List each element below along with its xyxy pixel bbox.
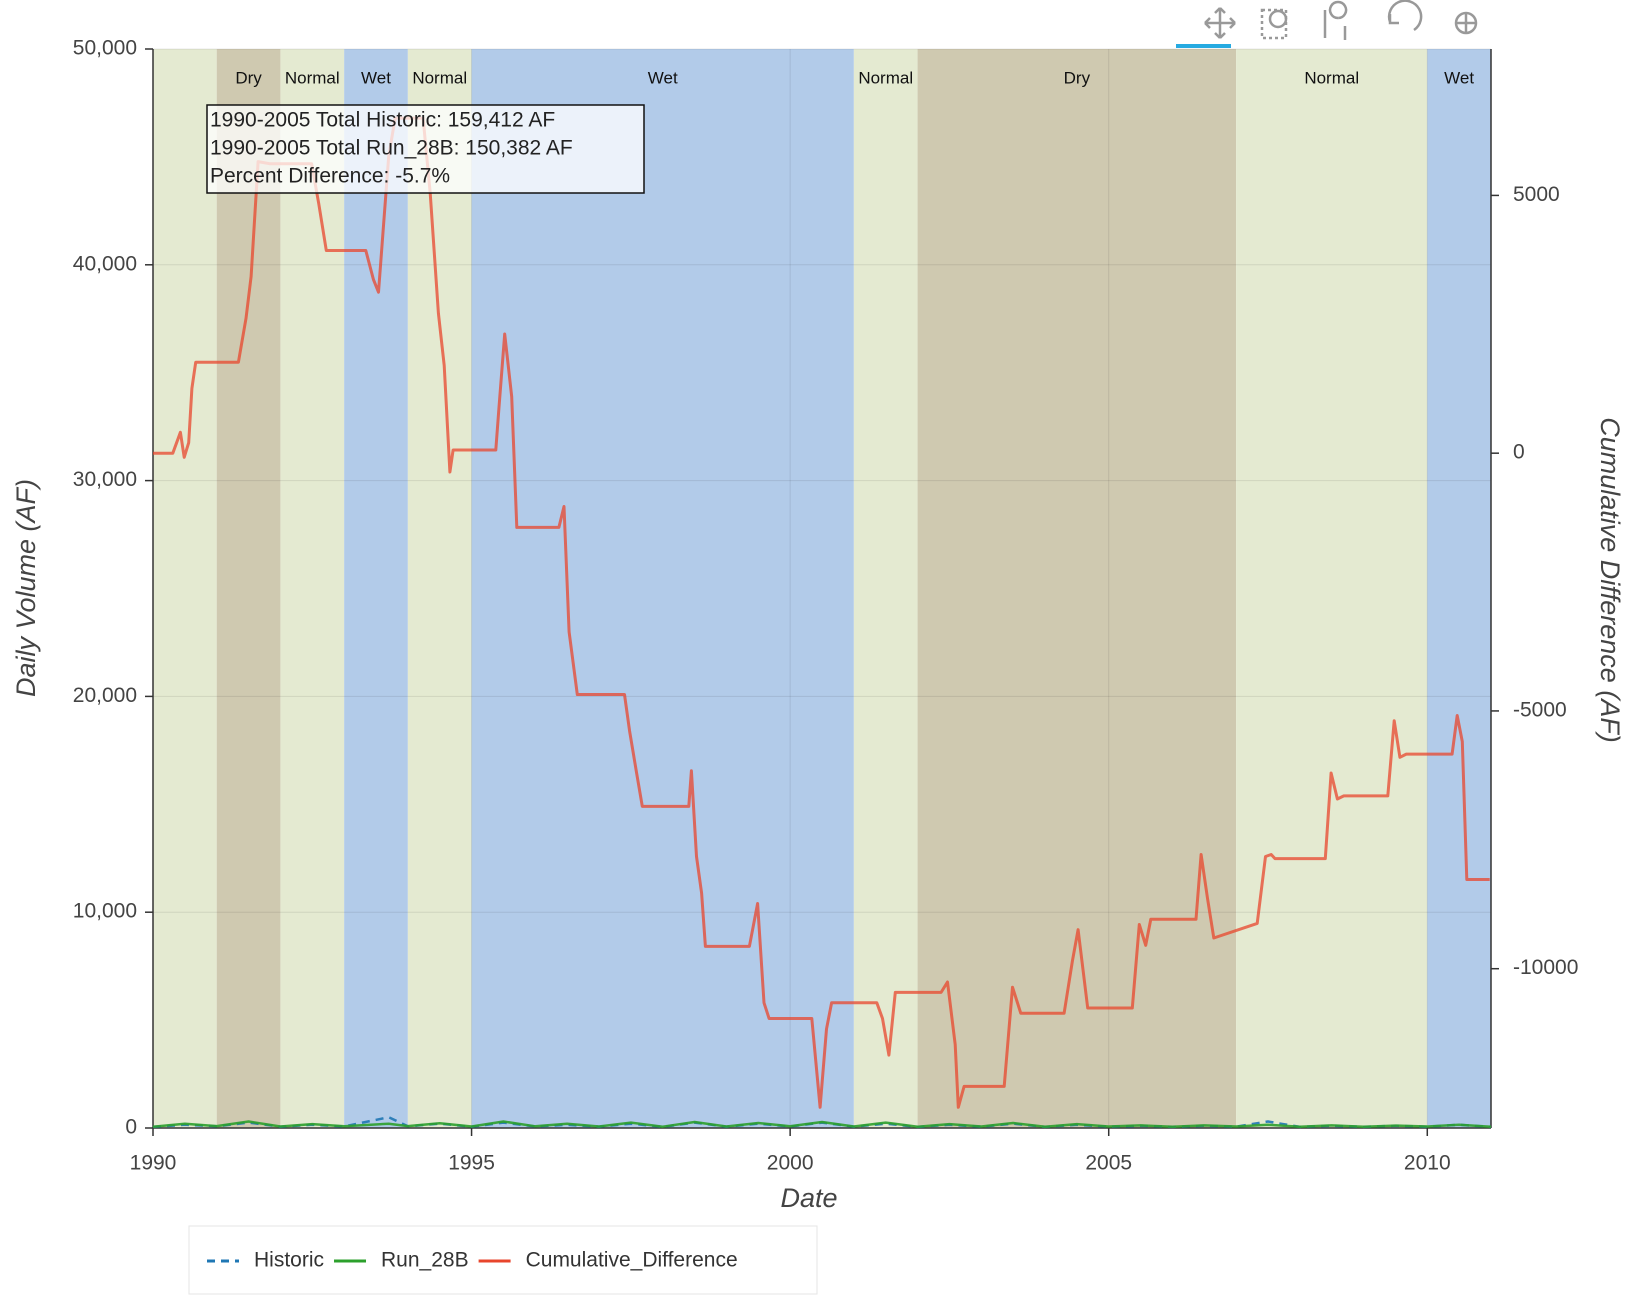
toolbar[interactable]: [1176, 0, 1478, 48]
legend-label: Run_28B: [381, 1249, 469, 1272]
band-label: Dry: [235, 68, 262, 87]
y-tick-label: 30,000: [73, 468, 137, 491]
year-type-band: [917, 49, 1237, 1128]
x-tick-label: 2005: [1085, 1152, 1132, 1175]
band-label: Normal: [1304, 68, 1359, 87]
band-label: Wet: [648, 68, 678, 87]
annotation-line: 1990-2005 Total Run_28B: 150,382 AF: [210, 137, 573, 160]
year-type-band: [407, 49, 472, 1128]
y-axis-label: Daily Volume (AF): [11, 479, 41, 697]
legend-label: Historic: [254, 1249, 324, 1272]
wheel-zoom-tool[interactable]: [1323, 0, 1348, 40]
year-type-band: [1236, 49, 1428, 1128]
year-type-band: [153, 49, 217, 1128]
y2-tick-label: -10000: [1513, 956, 1578, 979]
box-zoom-lens: [1268, 9, 1288, 29]
box-zoom-tool[interactable]: [1260, 8, 1288, 40]
x-tick-label: 2010: [1404, 1152, 1451, 1175]
legend-label: Cumulative_Difference: [526, 1249, 738, 1272]
band-label: Wet: [1444, 68, 1474, 87]
y-tick-label: 40,000: [73, 252, 137, 275]
band-label: Dry: [1064, 68, 1091, 87]
y2-tick-label: 0: [1513, 441, 1525, 464]
y-tick-label: 50,000: [73, 37, 137, 60]
annotation-box: [206, 104, 645, 194]
year-type-band: [216, 49, 281, 1128]
y2-tick-label: -5000: [1513, 698, 1567, 721]
x-axis-label: Date: [780, 1183, 837, 1213]
series-line: [152, 1120, 1492, 1128]
band-label: Wet: [361, 68, 391, 87]
year-type-band: [1427, 49, 1491, 1128]
y2-tick-label: 5000: [1513, 183, 1560, 206]
annotation-line: Percent Difference: -5.7%: [210, 165, 450, 188]
year-type-band: [280, 49, 345, 1128]
y2-axis-label: Cumulative Difference (AF): [1595, 417, 1625, 743]
pan-tool[interactable]: [1204, 7, 1236, 39]
hover-cross: [1456, 13, 1476, 33]
band-label: Normal: [285, 68, 340, 87]
y-tick-label: 0: [125, 1116, 137, 1139]
y-tick-label: 10,000: [73, 900, 137, 923]
x-tick-label: 2000: [767, 1152, 814, 1175]
band-label: Normal: [412, 68, 467, 87]
annotation-line: 1990-2005 Total Historic: 159,412 AF: [210, 109, 555, 132]
active-tool-marker: [1176, 44, 1231, 48]
x-tick-label: 1995: [448, 1152, 495, 1175]
year-type-band: [344, 49, 408, 1128]
band-label: Normal: [858, 68, 913, 87]
x-tick-label: 1990: [130, 1152, 177, 1175]
series-line: [153, 116, 1490, 1109]
year-type-band: [853, 49, 918, 1128]
reset-tool[interactable]: [1387, 0, 1423, 32]
y-tick-label: 20,000: [73, 684, 137, 707]
year-type-band: [471, 49, 854, 1128]
